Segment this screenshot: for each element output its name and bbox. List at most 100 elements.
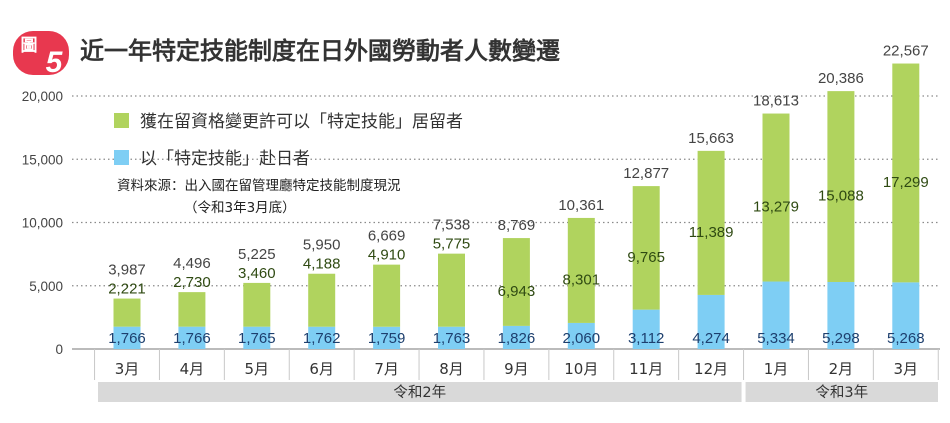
data-label-total: 22,567 <box>883 43 929 60</box>
x-tick-label: 4月 <box>180 360 205 378</box>
data-label-total: 18,613 <box>753 93 799 110</box>
data-label-total: 3,987 <box>108 262 146 279</box>
data-label-blue: 2,060 <box>563 330 601 347</box>
bar-blue <box>113 326 141 349</box>
data-label-green: 4,910 <box>368 247 406 264</box>
figure-badge: 圖 5 <box>13 31 69 79</box>
legend-label-green: 獲在留資格變更許可以「特定技能」居留者 <box>140 112 463 132</box>
y-tick-label: 5,000 <box>29 279 63 294</box>
year-band-label: 令和3年 <box>815 384 868 401</box>
x-tick-label: 3月 <box>115 360 140 378</box>
data-label-green: 2,221 <box>108 281 146 298</box>
bar-green <box>178 292 206 327</box>
x-tick-label: 6月 <box>309 360 334 378</box>
badge-number: 5 <box>46 46 64 79</box>
data-label-blue: 1,762 <box>303 330 341 347</box>
legend-swatch-blue <box>114 150 129 165</box>
bar-blue <box>762 281 790 349</box>
data-label-blue: 5,268 <box>887 330 925 347</box>
data-label-green: 17,299 <box>883 174 929 191</box>
data-label-blue: 1,766 <box>173 330 211 347</box>
x-tick-label: 11月 <box>629 360 663 378</box>
data-label-total: 20,386 <box>818 70 864 87</box>
bar-blue <box>373 326 401 349</box>
bar-green <box>113 298 141 327</box>
source-note-line1: 資料來源：出入國在留管理廳特定技能制度現況 <box>117 177 401 194</box>
legend-swatch-green <box>114 113 129 128</box>
bar-blue <box>438 326 465 349</box>
data-label-green: 15,088 <box>818 188 864 205</box>
data-label-total: 10,361 <box>558 197 604 214</box>
bar-blue <box>892 282 920 349</box>
data-label-blue: 1,765 <box>238 330 276 347</box>
x-tick-label: 12月 <box>694 360 728 378</box>
data-label-blue: 1,763 <box>433 330 471 347</box>
data-label-blue: 1,766 <box>108 330 146 347</box>
x-tick-label: 8月 <box>439 360 464 378</box>
data-label-green: 11,389 <box>689 224 734 241</box>
data-label-total: 12,877 <box>623 165 669 182</box>
data-label-green: 4,188 <box>303 256 341 273</box>
source-note-line2: （令和3年3月底） <box>184 200 296 216</box>
bar-green <box>308 273 336 327</box>
badge-box <box>13 31 69 75</box>
bar-blue <box>178 326 206 349</box>
year-band <box>745 382 938 402</box>
x-tick-label: 2月 <box>829 360 854 378</box>
y-tick-label: 0 <box>55 342 63 357</box>
bar-green <box>827 91 855 282</box>
bar-blue <box>243 326 271 349</box>
legend-label-blue: 以「特定技能」赴日者 <box>140 149 310 169</box>
bar-green <box>438 253 465 327</box>
x-tick-label: 5月 <box>245 360 270 378</box>
data-label-total: 15,663 <box>688 130 734 147</box>
y-tick-label: 20,000 <box>22 89 63 104</box>
bar-blue <box>567 322 595 349</box>
data-label-blue: 1,759 <box>368 330 406 347</box>
y-tick-label: 10,000 <box>22 216 63 231</box>
x-tick-label: 3月 <box>894 360 919 378</box>
x-tick-label: 1月 <box>764 360 789 378</box>
data-labels: 1,766 2,221 3,987 1,766 2,730 4,496 1,765 3,460… <box>108 43 929 347</box>
x-tick-label: 7月 <box>374 360 399 378</box>
data-label-total: 5,225 <box>238 246 276 263</box>
bar-green <box>892 63 920 283</box>
data-label-green: 6,943 <box>498 283 536 300</box>
data-label-blue: 5,298 <box>822 330 860 347</box>
data-label-green: 2,730 <box>173 274 211 291</box>
bar-green <box>502 238 530 326</box>
data-label-total: 4,496 <box>173 255 211 272</box>
data-label-green: 8,301 <box>563 271 601 288</box>
bar-blue <box>502 325 530 349</box>
bars <box>113 63 920 349</box>
bar-green <box>373 264 401 327</box>
bar-blue <box>308 326 336 349</box>
bar-green <box>243 282 271 327</box>
data-label-green: 9,765 <box>627 249 665 266</box>
badge-label: 圖 <box>21 36 38 56</box>
data-label-total: 6,669 <box>368 228 406 245</box>
data-label-green: 5,775 <box>433 236 471 253</box>
year-band <box>98 382 742 402</box>
data-label-blue: 1,826 <box>498 330 536 347</box>
bar-green <box>762 113 790 282</box>
bar-blue <box>827 281 855 349</box>
bar-blue <box>632 309 660 349</box>
bar-green <box>567 217 595 323</box>
year-band-label: 令和2年 <box>393 384 446 401</box>
bar-blue <box>697 294 725 349</box>
data-label-green: 13,279 <box>753 199 799 216</box>
data-label-blue: 5,334 <box>757 330 795 347</box>
data-label-total: 7,538 <box>433 217 471 234</box>
y-axis-ticks: 0 5,000 10,000 15,000 20,000 <box>22 89 63 357</box>
legend: 獲在留資格變更許可以「特定技能」居留者 以「特定技能」赴日者 <box>114 112 463 169</box>
y-tick-label: 15,000 <box>22 152 63 167</box>
data-label-green: 3,460 <box>238 265 276 282</box>
bar-green <box>632 186 660 310</box>
data-label-total: 8,769 <box>498 217 536 234</box>
bar-green <box>697 150 725 295</box>
data-label-blue: 4,274 <box>692 330 730 347</box>
x-tick-label: 10月 <box>564 360 598 378</box>
